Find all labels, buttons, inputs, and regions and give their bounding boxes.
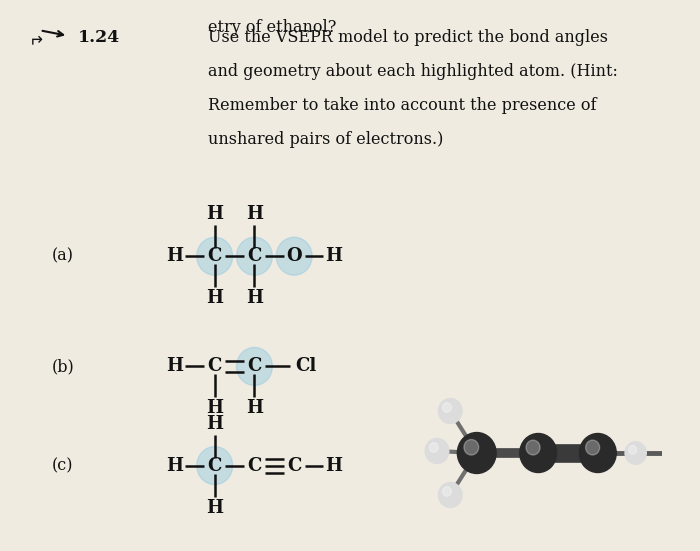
Text: O: O	[286, 247, 302, 265]
Text: H: H	[246, 399, 263, 418]
Text: H: H	[326, 247, 342, 265]
Text: C: C	[207, 358, 222, 375]
Circle shape	[438, 398, 462, 424]
Text: C: C	[247, 358, 262, 375]
Text: Remember to take into account the presence of: Remember to take into account the presen…	[208, 97, 596, 114]
Text: unshared pairs of electrons.): unshared pairs of electrons.)	[208, 131, 444, 148]
Circle shape	[457, 433, 496, 473]
Circle shape	[586, 440, 600, 455]
Circle shape	[237, 237, 272, 275]
Circle shape	[442, 487, 452, 496]
Text: (c): (c)	[52, 457, 74, 474]
Circle shape	[580, 434, 616, 473]
Text: H: H	[167, 358, 183, 375]
Text: H: H	[206, 499, 223, 517]
Circle shape	[629, 446, 637, 454]
Text: H: H	[167, 457, 183, 474]
Circle shape	[438, 483, 462, 507]
Text: H: H	[246, 289, 263, 307]
Text: C: C	[247, 457, 262, 474]
Text: C: C	[207, 247, 222, 265]
Text: etry of ethanol?: etry of ethanol?	[208, 19, 337, 36]
Text: and geometry about each highlighted atom. (Hint:: and geometry about each highlighted atom…	[208, 63, 618, 80]
Circle shape	[526, 440, 540, 455]
Text: H: H	[326, 457, 342, 474]
Text: C: C	[287, 457, 302, 474]
Text: H: H	[206, 289, 223, 307]
Circle shape	[425, 439, 449, 463]
Circle shape	[237, 348, 272, 385]
Text: C: C	[207, 457, 222, 474]
Text: H: H	[206, 399, 223, 418]
Circle shape	[197, 447, 232, 484]
Text: (a): (a)	[52, 248, 74, 264]
Text: Use the VSEPR model to predict the bond angles: Use the VSEPR model to predict the bond …	[208, 29, 608, 46]
Text: H: H	[246, 205, 263, 223]
Text: H: H	[167, 247, 183, 265]
Text: H: H	[206, 414, 223, 433]
Circle shape	[625, 442, 646, 464]
Text: (b): (b)	[52, 358, 75, 375]
Text: ↵: ↵	[29, 29, 42, 47]
Circle shape	[520, 434, 556, 473]
Text: 1.24: 1.24	[78, 29, 120, 46]
Text: H: H	[206, 205, 223, 223]
Circle shape	[464, 440, 479, 455]
Circle shape	[197, 237, 232, 275]
Circle shape	[276, 237, 312, 275]
Circle shape	[442, 403, 452, 412]
Text: Cl: Cl	[295, 358, 316, 375]
Circle shape	[429, 443, 438, 452]
Text: C: C	[247, 247, 262, 265]
